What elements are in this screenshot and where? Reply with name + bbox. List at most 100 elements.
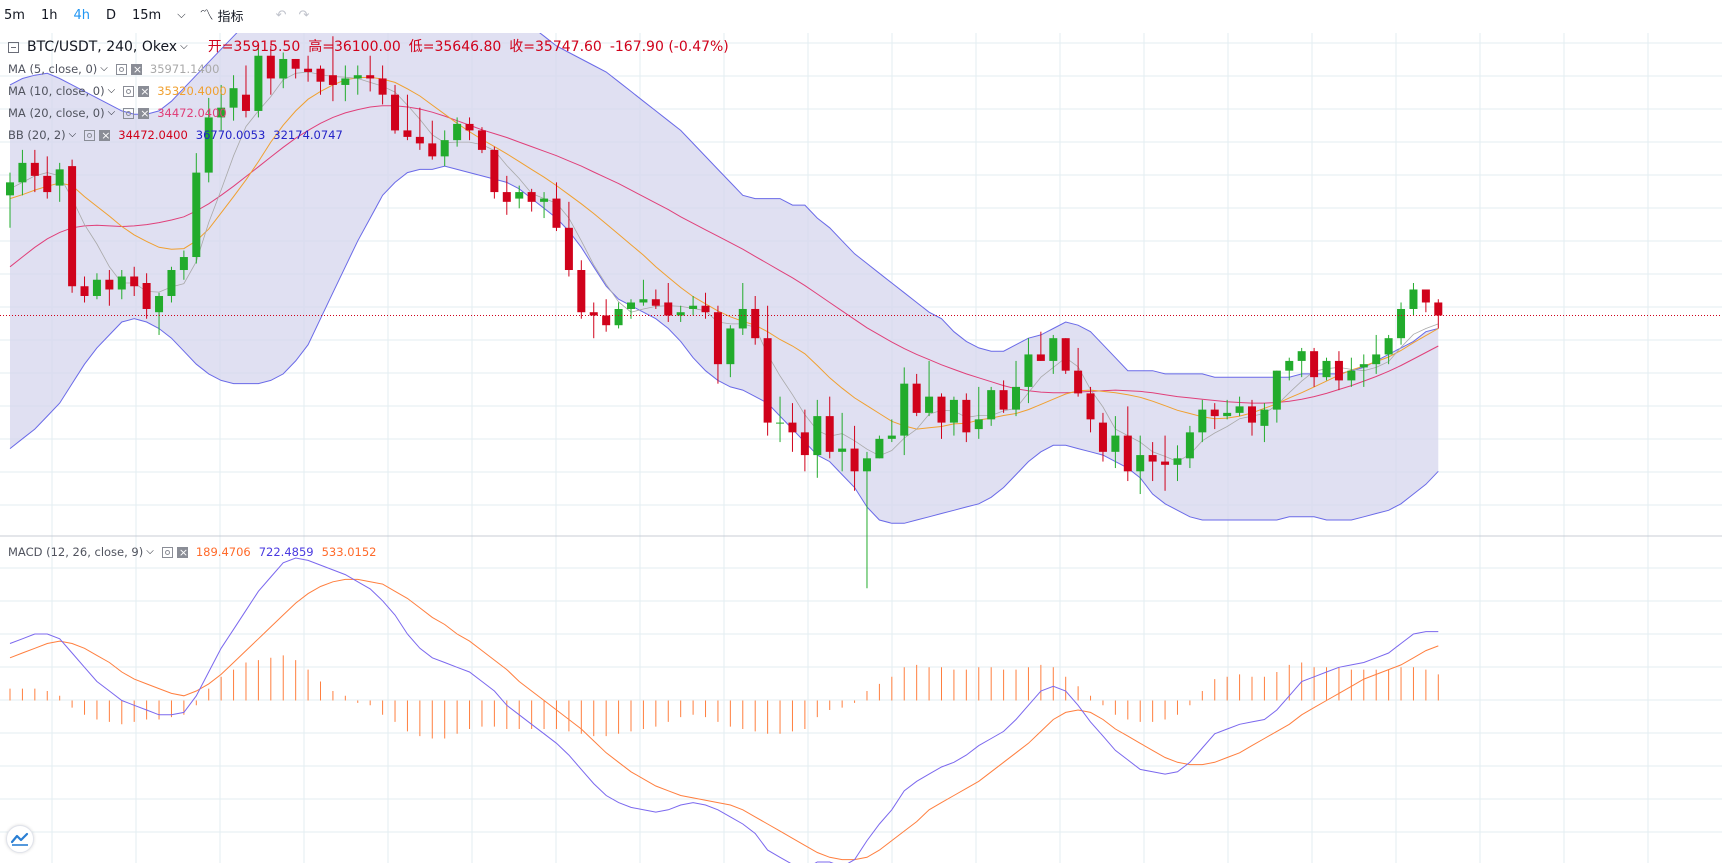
symbol-chevron-down-icon[interactable]: ⌵ bbox=[180, 41, 188, 52]
candle-up bbox=[155, 295, 164, 313]
candle-down bbox=[403, 130, 412, 137]
candle-down bbox=[1123, 435, 1132, 472]
candle-up bbox=[515, 192, 524, 199]
candle-up bbox=[1185, 432, 1194, 459]
price-chart-svg[interactable] bbox=[0, 33, 1722, 863]
macd-hist-value: 189.4706 bbox=[195, 545, 251, 559]
macd-line-value: 722.4859 bbox=[258, 545, 314, 559]
interval-dropdown-chevron-icon[interactable]: ⌵ bbox=[177, 8, 186, 21]
candle-up bbox=[179, 257, 188, 271]
candle-down bbox=[316, 68, 325, 82]
candle-down bbox=[1421, 289, 1430, 303]
candle-up bbox=[1223, 412, 1232, 417]
candle-down bbox=[589, 312, 598, 316]
candle-down bbox=[266, 55, 275, 79]
candle-up bbox=[1384, 338, 1393, 355]
interval-d-button[interactable]: D bbox=[105, 7, 116, 23]
ma5-label[interactable]: MA (5, close, 0) bbox=[8, 62, 98, 76]
candle-up bbox=[353, 75, 362, 79]
interval-15m-button[interactable]: 15m bbox=[131, 7, 162, 23]
macd-label[interactable]: MACD (12, 26, close, 9) bbox=[8, 545, 144, 559]
candle-down bbox=[564, 227, 573, 271]
candle-down bbox=[527, 192, 536, 202]
candle-up bbox=[1260, 409, 1269, 426]
bb-chevron-down-icon[interactable]: ⌵ bbox=[68, 129, 77, 140]
candle-up bbox=[1173, 458, 1182, 465]
candle-up bbox=[6, 182, 14, 196]
interval-1h-button[interactable]: 1h bbox=[40, 7, 58, 23]
candle-up bbox=[676, 312, 685, 316]
macd-remove-icon[interactable] bbox=[176, 545, 188, 561]
interval-4h-button[interactable]: 4h bbox=[73, 7, 90, 23]
macd-line bbox=[9, 557, 1439, 863]
candle-down bbox=[962, 399, 971, 433]
ma20-label[interactable]: MA (20, close, 0) bbox=[8, 106, 105, 120]
candle-up bbox=[925, 396, 934, 413]
candle-down bbox=[105, 279, 114, 290]
candle-down bbox=[1148, 455, 1157, 462]
brand-logo[interactable] bbox=[6, 825, 34, 853]
candle-up bbox=[1012, 386, 1021, 410]
macd-chevron-down-icon[interactable]: ⌵ bbox=[146, 546, 154, 557]
candle-down bbox=[751, 308, 760, 339]
chart-area[interactable]: BTC/USDT, 240, Okex ⌵ 开=35915.50 高=36100… bbox=[0, 33, 1722, 863]
collapse-legend-icon[interactable] bbox=[8, 41, 19, 53]
ma20-chevron-down-icon[interactable]: ⌵ bbox=[107, 107, 116, 118]
candle-down bbox=[142, 283, 151, 309]
close-value: 收=35747.60 bbox=[509, 39, 602, 55]
indicators-icon: 〽 bbox=[199, 8, 214, 24]
candle-up bbox=[900, 383, 909, 436]
bb-lower-value: 32174.0747 bbox=[273, 128, 343, 142]
candle-up bbox=[1297, 351, 1306, 361]
ma5-remove-icon[interactable] bbox=[130, 62, 142, 78]
candle-up bbox=[949, 399, 958, 423]
candle-down bbox=[80, 286, 89, 296]
candle-down bbox=[68, 166, 77, 287]
candle-up bbox=[117, 276, 126, 290]
undo-icon[interactable]: ↶ bbox=[275, 7, 287, 23]
bb-label[interactable]: BB (20, 2) bbox=[8, 128, 66, 142]
ma20-remove-icon[interactable] bbox=[138, 106, 149, 122]
candle-up bbox=[1359, 364, 1368, 368]
interval-5m-button[interactable]: 5m bbox=[4, 7, 25, 23]
candle-down bbox=[130, 276, 139, 287]
candle-up bbox=[440, 140, 449, 157]
candle-down bbox=[1161, 461, 1170, 465]
ma5-visibility-icon[interactable] bbox=[115, 63, 127, 75]
indicators-button[interactable]: 〽 指标 bbox=[196, 2, 248, 28]
candle-up bbox=[738, 308, 747, 329]
candle-up bbox=[627, 302, 635, 309]
bb-visibility-icon[interactable] bbox=[84, 129, 96, 141]
open-value: 开=35915.50 bbox=[207, 39, 301, 55]
bb-upper-line bbox=[9, 33, 1439, 378]
candle-up bbox=[1049, 338, 1058, 361]
ma10-chevron-down-icon[interactable]: ⌵ bbox=[107, 85, 116, 96]
candle-down bbox=[328, 75, 337, 85]
bb-upper-value: 36770.0053 bbox=[195, 128, 266, 142]
candle-up bbox=[1198, 409, 1207, 433]
bb-remove-icon[interactable] bbox=[99, 128, 110, 144]
candle-up bbox=[838, 448, 847, 452]
candle-down bbox=[825, 416, 834, 452]
candle-up bbox=[1136, 455, 1145, 472]
ma20-visibility-icon[interactable] bbox=[123, 107, 135, 119]
high-value: 高=36100.00 bbox=[308, 39, 401, 55]
ma10-label[interactable]: MA (10, close, 0) bbox=[8, 84, 105, 98]
candle-down bbox=[713, 312, 722, 365]
ma10-remove-icon[interactable] bbox=[138, 84, 149, 100]
redo-icon[interactable]: ↷ bbox=[298, 7, 310, 23]
macd-visibility-icon[interactable] bbox=[161, 546, 173, 558]
candle-up bbox=[875, 438, 884, 459]
candle-down bbox=[490, 149, 499, 193]
macd-legend-row: MACD (12, 26, close, 9) ⌵ 189.4706 722.4… bbox=[8, 541, 376, 563]
candle-down bbox=[1310, 351, 1319, 378]
candle-down bbox=[788, 422, 797, 433]
candle-up bbox=[167, 270, 176, 296]
candle-up bbox=[862, 458, 871, 472]
ma10-visibility-icon[interactable] bbox=[123, 85, 135, 97]
candle-up bbox=[639, 299, 648, 303]
candle-down bbox=[1334, 360, 1343, 381]
candle-down bbox=[1061, 338, 1070, 371]
symbol-title[interactable]: BTC/USDT, 240, Okex bbox=[27, 39, 178, 55]
ma5-chevron-down-icon[interactable]: ⌵ bbox=[100, 63, 108, 74]
